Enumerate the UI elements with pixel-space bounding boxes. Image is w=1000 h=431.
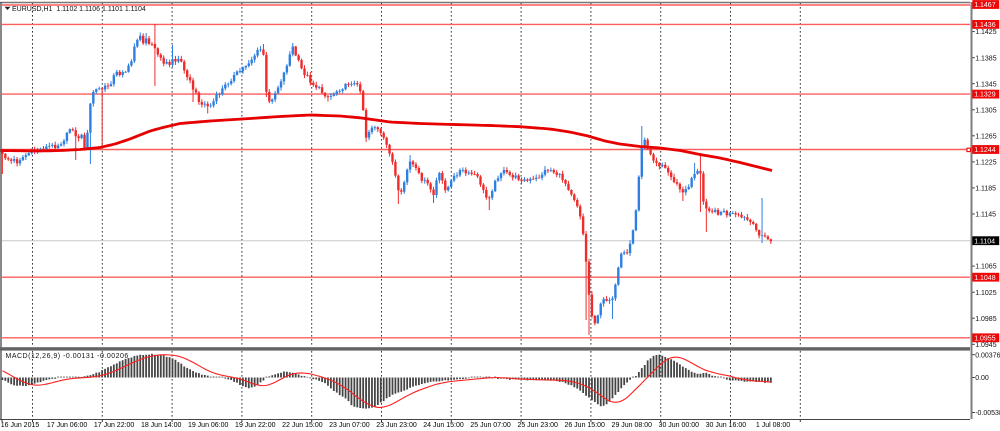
svg-text:25 Jun 23:00: 25 Jun 23:00 — [517, 422, 558, 429]
svg-text:1.0955: 1.0955 — [974, 335, 996, 342]
svg-text:23 Jun 23:00: 23 Jun 23:00 — [376, 422, 417, 429]
svg-text:30 Jun 00:00: 30 Jun 00:00 — [659, 422, 700, 429]
svg-text:18 Jun 14:00: 18 Jun 14:00 — [141, 422, 182, 429]
svg-text:1.1467: 1.1467 — [974, 2, 996, 9]
svg-text:1.1265: 1.1265 — [975, 133, 997, 140]
svg-text:-0.00538: -0.00538 — [975, 410, 1000, 417]
svg-text:22 Jun 15:00: 22 Jun 15:00 — [282, 422, 323, 429]
svg-text:25 Jun 07:00: 25 Jun 07:00 — [470, 422, 511, 429]
svg-text:1.1244: 1.1244 — [974, 147, 996, 154]
svg-text:MACD(12,26,9) -0.00131 -0.0020: MACD(12,26,9) -0.00131 -0.00206 — [6, 353, 129, 360]
svg-text:0.00: 0.00 — [975, 375, 989, 382]
svg-text:1.1185: 1.1185 — [975, 186, 996, 193]
svg-text:1.1305: 1.1305 — [975, 107, 997, 114]
svg-text:1.1329: 1.1329 — [974, 92, 996, 99]
svg-text:1.1385: 1.1385 — [975, 55, 997, 62]
svg-text:16 Jun 2015: 16 Jun 2015 — [1, 422, 40, 429]
svg-text:24 Jun 15:00: 24 Jun 15:00 — [423, 422, 464, 429]
svg-text:0.00376: 0.00376 — [975, 352, 1000, 359]
svg-text:1.1145: 1.1145 — [975, 212, 996, 219]
svg-text:29 Jun 08:00: 29 Jun 08:00 — [612, 422, 653, 429]
svg-text:1.0985: 1.0985 — [975, 316, 997, 323]
svg-text:1.1345: 1.1345 — [975, 81, 997, 88]
svg-text:1.1436: 1.1436 — [974, 22, 996, 29]
svg-text:1.1104: 1.1104 — [974, 238, 995, 245]
svg-text:19 Jun 06:00: 19 Jun 06:00 — [188, 422, 229, 429]
svg-text:1.1048: 1.1048 — [974, 275, 996, 282]
svg-text:26 Jun 15:00: 26 Jun 15:00 — [564, 422, 605, 429]
svg-text:1.0945: 1.0945 — [975, 342, 997, 349]
svg-text:30 Jun 16:00: 30 Jun 16:00 — [706, 422, 747, 429]
svg-text:1.1065: 1.1065 — [975, 264, 997, 271]
svg-text:1 Jul 08:00: 1 Jul 08:00 — [756, 422, 790, 429]
svg-text:1.1425: 1.1425 — [975, 29, 997, 36]
svg-text:23 Jun 07:00: 23 Jun 07:00 — [329, 422, 370, 429]
svg-text:EURUSD,H1 1.1102 1.1106 1.110: EURUSD,H1 1.1102 1.1106 1.1101 1.1104 — [12, 6, 146, 13]
svg-text:17 Jun 22:00: 17 Jun 22:00 — [94, 422, 135, 429]
svg-text:19 Jun 22:00: 19 Jun 22:00 — [235, 422, 276, 429]
svg-text:17 Jun 06:00: 17 Jun 06:00 — [47, 422, 88, 429]
svg-text:1.1025: 1.1025 — [975, 290, 997, 297]
svg-text:1.1225: 1.1225 — [975, 160, 997, 167]
